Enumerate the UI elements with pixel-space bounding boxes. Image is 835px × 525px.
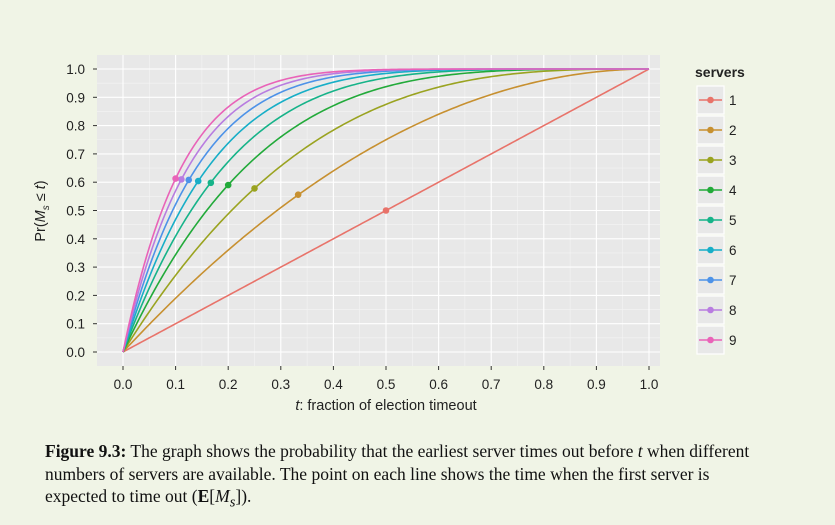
legend-label-1: 1 — [729, 93, 737, 108]
y-tick-label: 0.9 — [66, 90, 85, 105]
legend-key-point-8 — [707, 306, 714, 314]
legend-title: servers — [695, 64, 745, 80]
legend-label-6: 6 — [729, 243, 737, 258]
legend-label-9: 9 — [729, 333, 737, 348]
legend-key-point-4 — [707, 186, 714, 194]
legend-label-4: 4 — [729, 183, 737, 198]
legend-label-2: 2 — [729, 123, 737, 138]
x-tick-label: 1.0 — [640, 377, 659, 392]
series-point-2 — [294, 191, 302, 198]
legend-key-point-5 — [707, 216, 714, 224]
x-tick-label: 0.3 — [271, 377, 290, 392]
y-tick-label: 0.6 — [66, 175, 85, 190]
y-tick-label: 0.4 — [66, 232, 85, 247]
y-tick-label: 0.2 — [66, 288, 85, 303]
y-tick-label: 0.8 — [66, 119, 85, 134]
legend-key-point-2 — [707, 126, 714, 134]
x-tick-label: 0.5 — [377, 377, 396, 392]
series-line-2 — [122, 68, 650, 353]
series-point-8 — [178, 176, 185, 183]
legend-key-point-6 — [707, 246, 714, 254]
y-axis-label: Pr(Ms ≤ t) — [33, 180, 52, 241]
x-tick-label: 0.4 — [324, 377, 343, 392]
y-tick-label: 0.0 — [66, 345, 85, 360]
legend-label-7: 7 — [729, 273, 737, 288]
figure-caption-text: The graph shows the probability that the… — [45, 441, 750, 511]
x-tick-label: 0.0 — [114, 377, 133, 392]
x-tick-label: 0.1 — [166, 377, 185, 392]
y-tick-label: 1.0 — [66, 62, 85, 77]
series-line-9 — [122, 68, 649, 353]
figure-label: Figure 9.3: — [45, 441, 127, 461]
y-tick-label: 0.7 — [66, 147, 85, 162]
y-tick-label: 0.1 — [66, 317, 85, 332]
x-axis-label: t: fraction of election timeout — [295, 398, 476, 414]
x-tick-label: 0.6 — [429, 377, 448, 392]
series-point-4 — [224, 181, 232, 189]
chart: 0.0 0.1 0.2 0.3 0.4 0.5 0.6 0.7 0.8 0.9 1.0 0.0 0.1 0… — [33, 55, 745, 414]
series-point-7 — [185, 176, 193, 184]
legend-key-point-7 — [707, 276, 714, 284]
legend-key-point-1 — [707, 96, 714, 104]
x-tick-label: 0.8 — [534, 377, 553, 392]
caption-text-part-1: The graph shows the probability that the… — [45, 441, 750, 511]
legend-key-point-3 — [707, 156, 714, 164]
y-tick-label: 0.5 — [66, 204, 85, 219]
figure-caption: Figure 9.3: The graph shows the probabil… — [45, 440, 770, 514]
legend-label-3: 3 — [729, 153, 737, 168]
y-tick-label: 0.3 — [66, 260, 85, 275]
series-line-3 — [122, 68, 649, 353]
x-tick-label: 0.9 — [587, 377, 606, 392]
legend-key-point-9 — [707, 336, 714, 344]
legend-label-8: 8 — [729, 303, 737, 318]
series-point-1 — [382, 207, 390, 214]
x-tick-label: 0.7 — [482, 377, 501, 392]
series-point-3 — [251, 185, 258, 192]
series-point-5 — [207, 179, 215, 187]
legend-label-5: 5 — [729, 213, 737, 228]
series-point-6 — [194, 177, 202, 185]
series-point-9 — [172, 175, 179, 182]
x-tick-label: 0.2 — [219, 377, 238, 392]
